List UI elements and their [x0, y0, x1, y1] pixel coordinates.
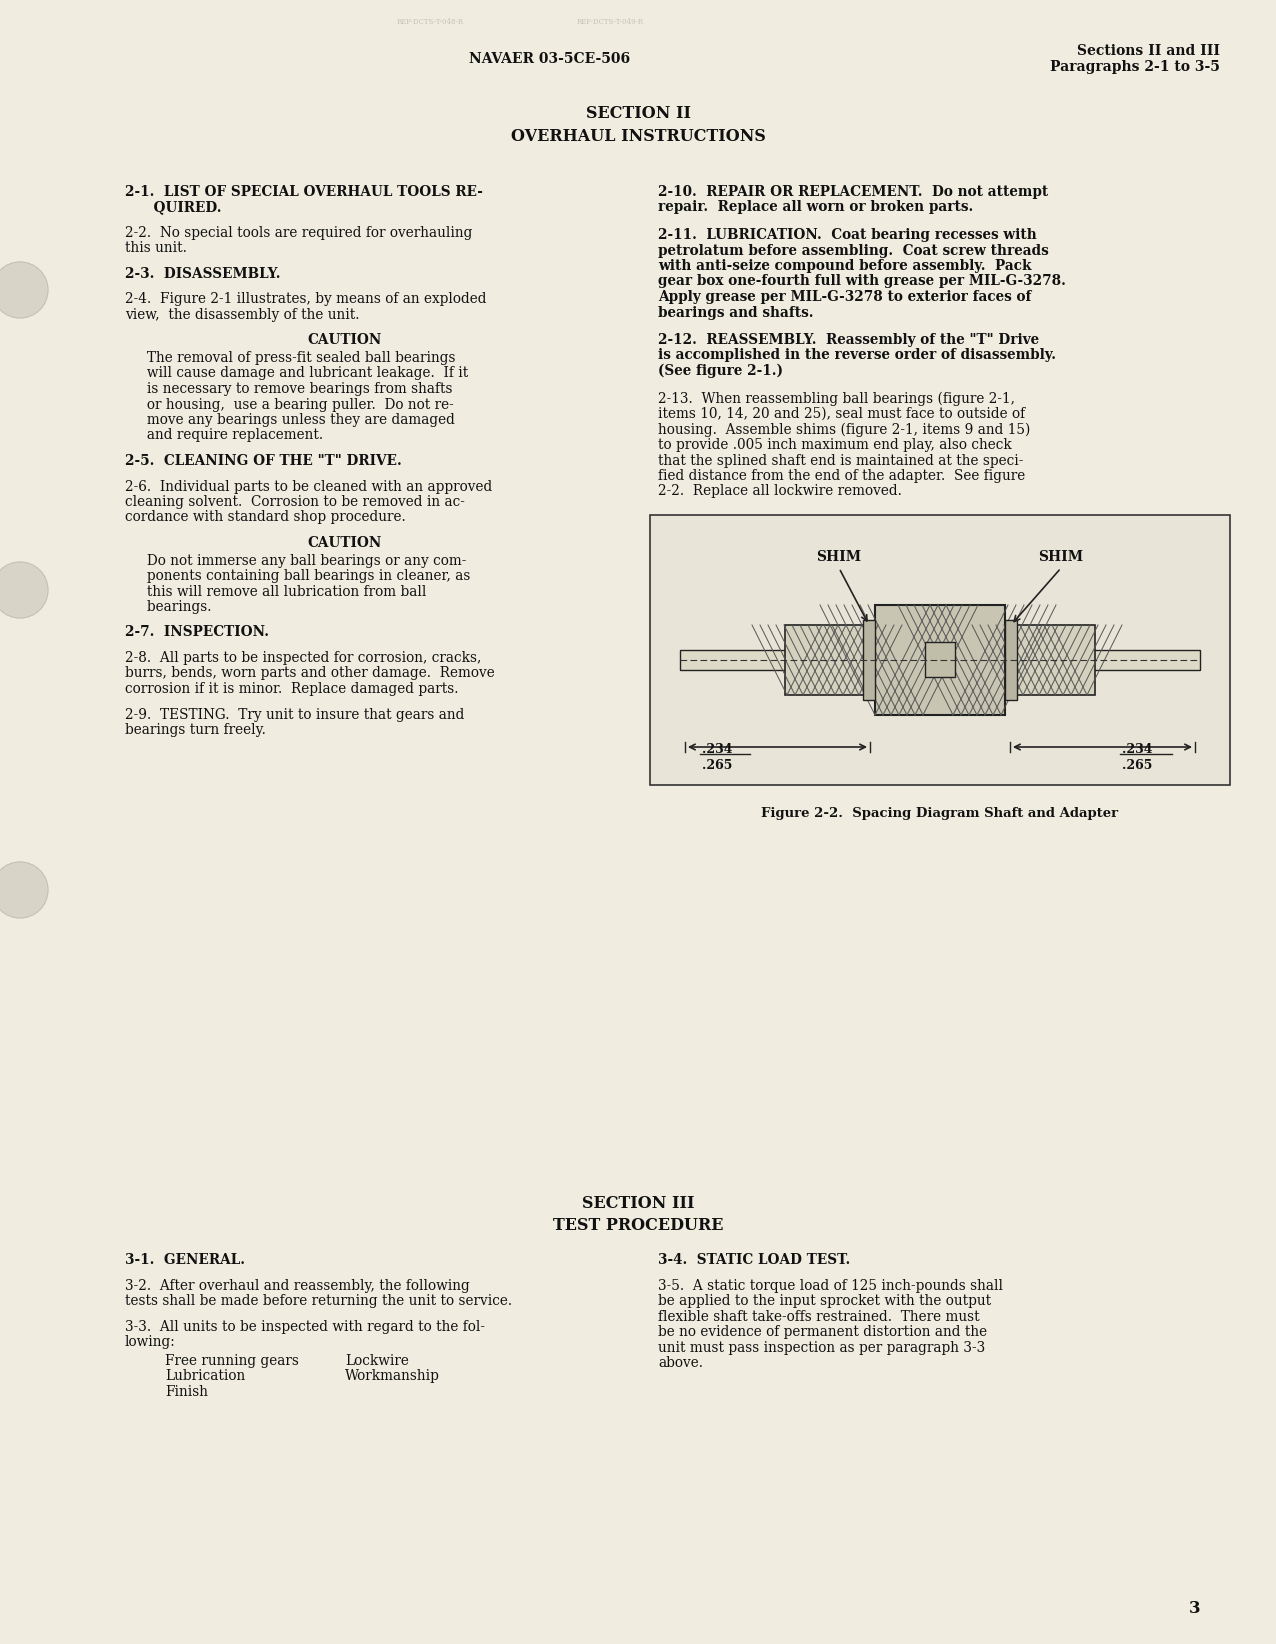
- Text: this will remove all lubrication from ball: this will remove all lubrication from ba…: [125, 585, 426, 598]
- Text: is necessary to remove bearings from shafts: is necessary to remove bearings from sha…: [125, 381, 453, 396]
- Bar: [875, 605, 1005, 715]
- Text: and require replacement.: and require replacement.: [125, 429, 323, 442]
- Text: 3-1.  GENERAL.: 3-1. GENERAL.: [125, 1253, 245, 1268]
- Text: be no evidence of permanent distortion and the: be no evidence of permanent distortion a…: [658, 1325, 988, 1338]
- Text: REF-DCTS-T-048-R: REF-DCTS-T-048-R: [397, 18, 463, 26]
- Text: 2-5.  CLEANING OF THE "T" DRIVE.: 2-5. CLEANING OF THE "T" DRIVE.: [125, 454, 402, 469]
- Circle shape: [0, 562, 48, 618]
- Text: 3-5.  A static torque load of 125 inch-pounds shall: 3-5. A static torque load of 125 inch-po…: [658, 1279, 1003, 1292]
- Text: view,  the disassembly of the unit.: view, the disassembly of the unit.: [125, 307, 360, 322]
- Text: SECTION III: SECTION III: [582, 1195, 694, 1212]
- Text: CAUTION: CAUTION: [308, 536, 383, 551]
- Text: 2-8.  All parts to be inspected for corrosion, cracks,: 2-8. All parts to be inspected for corro…: [125, 651, 481, 666]
- Text: SHIM: SHIM: [817, 551, 861, 564]
- Text: .265: .265: [1122, 760, 1152, 773]
- Text: OVERHAUL INSTRUCTIONS: OVERHAUL INSTRUCTIONS: [510, 128, 766, 145]
- Text: cleaning solvent.  Corrosion to be removed in ac-: cleaning solvent. Corrosion to be remove…: [125, 495, 464, 510]
- Text: be applied to the input sprocket with the output: be applied to the input sprocket with th…: [658, 1294, 991, 1309]
- Text: cordance with standard shop procedure.: cordance with standard shop procedure.: [125, 511, 406, 524]
- Text: ponents containing ball bearings in cleaner, as: ponents containing ball bearings in clea…: [125, 569, 471, 584]
- Text: 2-2.  Replace all lockwire removed.: 2-2. Replace all lockwire removed.: [658, 485, 902, 498]
- Text: 2-13.  When reassembling ball bearings (figure 2-1,: 2-13. When reassembling ball bearings (f…: [658, 391, 1014, 406]
- Bar: [925, 643, 954, 677]
- Text: items 10, 14, 20 and 25), seal must face to outside of: items 10, 14, 20 and 25), seal must face…: [658, 408, 1025, 421]
- Text: flexible shaft take-offs restrained.  There must: flexible shaft take-offs restrained. The…: [658, 1310, 980, 1323]
- Text: 3: 3: [1188, 1600, 1199, 1618]
- Text: 2-10.  REPAIR OR REPLACEMENT.  Do not attempt: 2-10. REPAIR OR REPLACEMENT. Do not atte…: [658, 186, 1049, 199]
- Text: 3-3.  All units to be inspected with regard to the fol-: 3-3. All units to be inspected with rega…: [125, 1320, 485, 1333]
- Text: bearings and shafts.: bearings and shafts.: [658, 306, 814, 319]
- Text: Workmanship: Workmanship: [345, 1369, 440, 1383]
- Text: Sections II and III: Sections II and III: [1077, 44, 1220, 58]
- Text: repair.  Replace all worn or broken parts.: repair. Replace all worn or broken parts…: [658, 201, 974, 214]
- Text: move any bearings unless they are damaged: move any bearings unless they are damage…: [125, 413, 454, 427]
- Bar: [785, 625, 875, 695]
- Text: Finish: Finish: [165, 1384, 208, 1399]
- Text: CAUTION: CAUTION: [308, 334, 383, 347]
- Text: Lockwire: Lockwire: [345, 1353, 408, 1368]
- Text: corrosion if it is minor.  Replace damaged parts.: corrosion if it is minor. Replace damage…: [125, 682, 458, 695]
- Text: QUIRED.: QUIRED.: [125, 201, 222, 214]
- Text: .234: .234: [1122, 743, 1152, 756]
- Text: Apply grease per MIL-G-3278 to exterior faces of: Apply grease per MIL-G-3278 to exterior …: [658, 289, 1031, 304]
- Text: 2-9.  TESTING.  Try unit to insure that gears and: 2-9. TESTING. Try unit to insure that ge…: [125, 707, 464, 722]
- Text: .234: .234: [702, 743, 732, 756]
- Text: unit must pass inspection as per paragraph 3-3: unit must pass inspection as per paragra…: [658, 1340, 985, 1355]
- Text: to provide .005 inch maximum end play, also check: to provide .005 inch maximum end play, a…: [658, 437, 1012, 452]
- Text: with anti-seize compound before assembly.  Pack: with anti-seize compound before assembly…: [658, 260, 1031, 273]
- Text: Paragraphs 2-1 to 3-5: Paragraphs 2-1 to 3-5: [1050, 59, 1220, 74]
- Text: SECTION II: SECTION II: [586, 105, 690, 122]
- Text: above.: above.: [658, 1356, 703, 1369]
- Text: 2-6.  Individual parts to be cleaned with an approved: 2-6. Individual parts to be cleaned with…: [125, 480, 493, 493]
- Text: .265: .265: [702, 760, 732, 773]
- Bar: [1005, 620, 1017, 700]
- Text: will cause damage and lubricant leakage.  If it: will cause damage and lubricant leakage.…: [125, 367, 468, 380]
- Bar: [680, 649, 1199, 671]
- Text: Figure 2-2.  Spacing Diagram Shaft and Adapter: Figure 2-2. Spacing Diagram Shaft and Ad…: [762, 807, 1119, 820]
- Text: Lubrication: Lubrication: [165, 1369, 245, 1383]
- Bar: [649, 515, 1230, 784]
- Text: is accomplished in the reverse order of disassembly.: is accomplished in the reverse order of …: [658, 349, 1057, 362]
- Text: bearings turn freely.: bearings turn freely.: [125, 723, 265, 737]
- Text: housing.  Assemble shims (figure 2-1, items 9 and 15): housing. Assemble shims (figure 2-1, ite…: [658, 423, 1031, 437]
- Text: that the splined shaft end is maintained at the speci-: that the splined shaft end is maintained…: [658, 454, 1023, 467]
- Text: lowing:: lowing:: [125, 1335, 176, 1350]
- Text: petrolatum before assembling.  Coat screw threads: petrolatum before assembling. Coat screw…: [658, 243, 1049, 258]
- Text: this unit.: this unit.: [125, 242, 186, 255]
- Text: The removal of press-fit sealed ball bearings: The removal of press-fit sealed ball bea…: [125, 352, 456, 365]
- Text: burrs, bends, worn parts and other damage.  Remove: burrs, bends, worn parts and other damag…: [125, 666, 495, 681]
- Text: 3-2.  After overhaul and reassembly, the following: 3-2. After overhaul and reassembly, the …: [125, 1279, 470, 1292]
- Text: 2-4.  Figure 2-1 illustrates, by means of an exploded: 2-4. Figure 2-1 illustrates, by means of…: [125, 293, 486, 306]
- Text: 2-2.  No special tools are required for overhauling: 2-2. No special tools are required for o…: [125, 225, 472, 240]
- Text: REF-DCTS-T-049-R: REF-DCTS-T-049-R: [577, 18, 643, 26]
- Text: 2-3.  DISASSEMBLY.: 2-3. DISASSEMBLY.: [125, 266, 281, 281]
- Text: SHIM: SHIM: [1039, 551, 1083, 564]
- Text: or housing,  use a bearing puller.  Do not re-: or housing, use a bearing puller. Do not…: [125, 398, 454, 411]
- Text: 2-7.  INSPECTION.: 2-7. INSPECTION.: [125, 625, 269, 640]
- Text: 2-12.  REASSEMBLY.  Reassembly of the "T" Drive: 2-12. REASSEMBLY. Reassembly of the "T" …: [658, 334, 1039, 347]
- Circle shape: [0, 861, 48, 917]
- Text: fied distance from the end of the adapter.  See figure: fied distance from the end of the adapte…: [658, 469, 1025, 483]
- Text: 2-11.  LUBRICATION.  Coat bearing recesses with: 2-11. LUBRICATION. Coat bearing recesses…: [658, 229, 1036, 242]
- Text: Free running gears: Free running gears: [165, 1353, 299, 1368]
- Bar: [1005, 625, 1095, 695]
- Bar: [863, 620, 875, 700]
- Text: bearings.: bearings.: [125, 600, 212, 613]
- Text: tests shall be made before returning the unit to service.: tests shall be made before returning the…: [125, 1294, 512, 1309]
- Text: (See figure 2-1.): (See figure 2-1.): [658, 363, 783, 378]
- Text: 2-1.  LIST OF SPECIAL OVERHAUL TOOLS RE-: 2-1. LIST OF SPECIAL OVERHAUL TOOLS RE-: [125, 186, 482, 199]
- Text: Do not immerse any ball bearings or any com-: Do not immerse any ball bearings or any …: [125, 554, 466, 567]
- Circle shape: [0, 261, 48, 317]
- Text: NAVAER 03-5CE-506: NAVAER 03-5CE-506: [470, 53, 630, 66]
- Text: TEST PROCEDURE: TEST PROCEDURE: [553, 1217, 723, 1235]
- Text: 3-4.  STATIC LOAD TEST.: 3-4. STATIC LOAD TEST.: [658, 1253, 850, 1268]
- Text: gear box one-fourth full with grease per MIL-G-3278.: gear box one-fourth full with grease per…: [658, 275, 1065, 288]
